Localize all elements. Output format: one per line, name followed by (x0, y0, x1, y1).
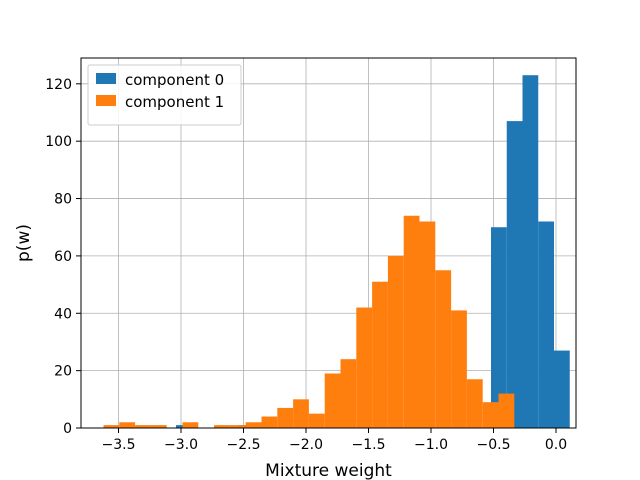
histogram-bar (403, 215, 420, 428)
histogram-bar (340, 359, 357, 428)
y-tick-label: 120 (45, 77, 72, 93)
y-axis-label: p(w) (14, 224, 34, 262)
histogram-bar (498, 393, 515, 428)
histogram-bar (491, 227, 507, 428)
series-component-0 (176, 75, 570, 429)
x-axis-label: Mixture weight (265, 461, 392, 480)
histogram-bar (482, 402, 499, 428)
legend-box (87, 64, 242, 126)
legend-label-component-1: component 1 (125, 93, 224, 111)
x-tick-label: −2.0 (289, 437, 323, 453)
x-tick-label: 0.0 (545, 437, 567, 453)
x-axis: −3.5 −3.0 −2.5 −2.0 −1.5 −1.0 −0.5 0.0 (102, 428, 567, 453)
series-component-1 (103, 215, 515, 428)
histogram-bar (245, 422, 262, 428)
histogram-bar (214, 425, 230, 428)
legend-label-component-0: component 0 (125, 71, 224, 89)
histogram-bar (324, 373, 341, 428)
histogram-bar (538, 221, 554, 428)
y-axis: 0 20 40 60 80 100 120 (45, 77, 81, 437)
legend-swatch-component-0 (96, 73, 116, 84)
histogram-bar (119, 422, 136, 428)
histogram-bar (554, 350, 570, 428)
histogram-bar (387, 255, 404, 428)
histogram-bar (103, 425, 120, 428)
histogram-bar (356, 307, 373, 428)
legend-swatch-component-1 (96, 95, 116, 106)
histogram-bar (506, 121, 523, 429)
histogram-bar (419, 221, 436, 428)
histogram-bar (182, 422, 199, 428)
x-tick-label: −1.0 (414, 437, 448, 453)
y-tick-label: 60 (54, 249, 72, 265)
x-tick-label: −2.5 (227, 437, 261, 453)
histogram-bar (308, 413, 325, 428)
histogram-bar (522, 75, 539, 429)
histogram-bar (150, 425, 167, 428)
plot-frame (80, 57, 577, 429)
legend: component 0 component 1 (87, 64, 242, 126)
histogram-bar (135, 425, 151, 428)
histogram-bar (451, 310, 467, 428)
histogram-bar (372, 281, 388, 428)
histogram-bar (466, 379, 483, 428)
x-tick-label: −3.5 (102, 437, 136, 453)
histogram-bar (229, 425, 246, 428)
x-tick-label: −1.5 (352, 437, 386, 453)
x-tick-label: −0.5 (477, 437, 511, 453)
y-tick-label: 40 (54, 306, 72, 322)
y-tick-label: 100 (45, 134, 72, 150)
histogram-bar (293, 399, 309, 428)
y-tick-label: 20 (54, 364, 72, 380)
histogram-bar (435, 270, 452, 428)
histogram-bar (261, 416, 278, 428)
y-tick-label: 0 (63, 421, 72, 437)
histogram-bar (277, 407, 294, 428)
y-tick-label: 80 (54, 192, 72, 208)
x-tick-label: −3.0 (164, 437, 198, 453)
